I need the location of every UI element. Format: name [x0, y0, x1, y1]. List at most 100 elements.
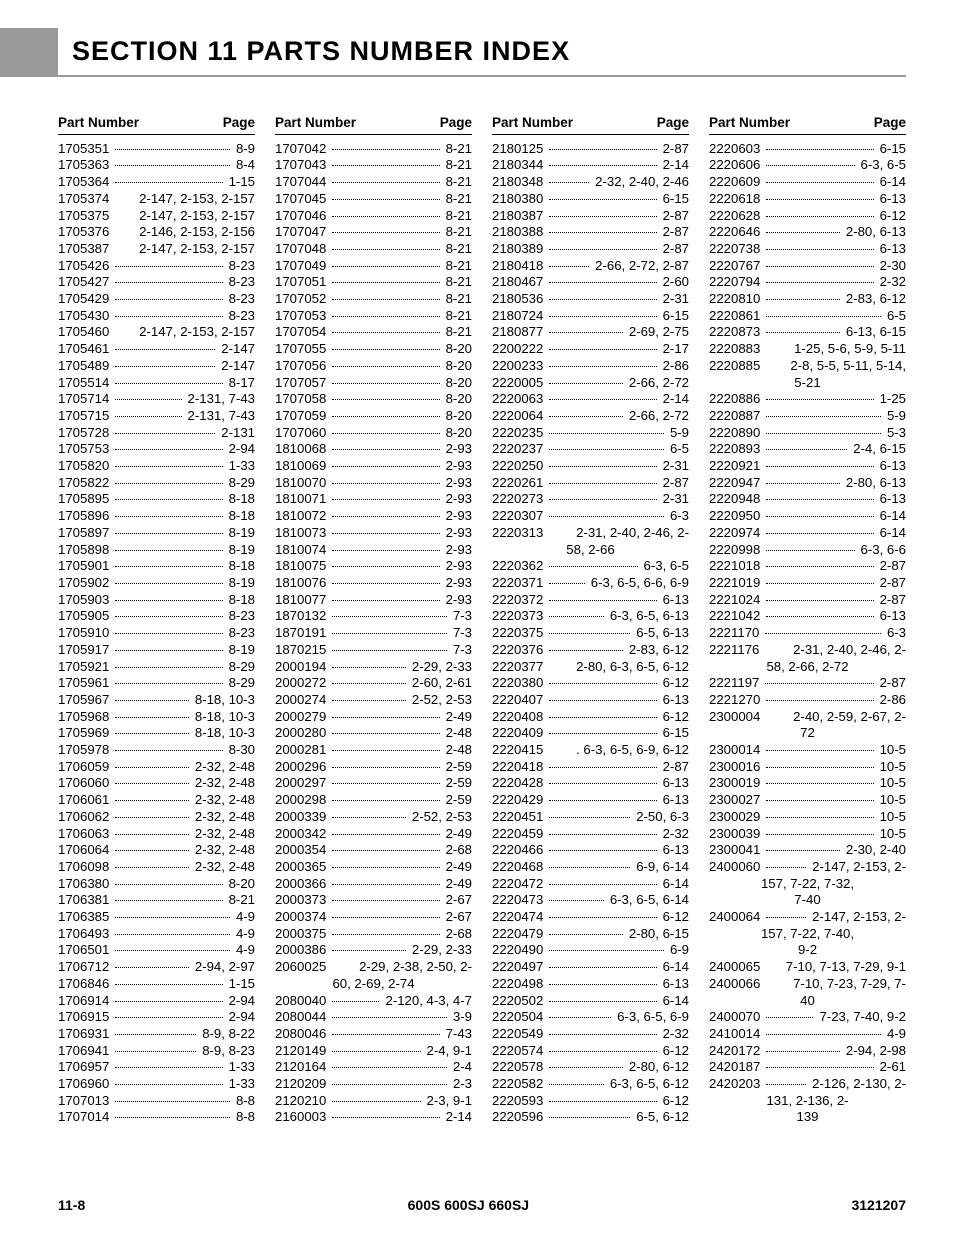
- leader-dots: [549, 299, 656, 300]
- leader-dots: [549, 149, 656, 150]
- part-number: 1707055: [275, 341, 330, 358]
- index-entry: 230001410-5: [709, 742, 906, 759]
- index-entry: 17069601-33: [58, 1076, 255, 1093]
- part-number: 2220810: [709, 291, 764, 308]
- page-ref: 2-14: [659, 391, 689, 408]
- part-number: 1705376: [58, 224, 113, 241]
- page-ref: 60, 2-69, 2-74: [332, 976, 414, 993]
- index-entry: 17057282-131: [58, 425, 255, 442]
- page-ref: 2-87: [876, 592, 906, 609]
- part-number: 1705917: [58, 642, 113, 659]
- leader-dots: [115, 516, 222, 517]
- index-entry: 17070138-8: [58, 1093, 255, 1110]
- index-entry: 22208736-13, 6-15: [709, 324, 906, 341]
- index-entry: 17070478-21: [275, 224, 472, 241]
- index-entry: 20002802-48: [275, 725, 472, 742]
- leader-dots: [332, 884, 439, 885]
- leader-dots: [766, 834, 873, 835]
- part-number: 1705822: [58, 475, 113, 492]
- index-entry: 22205492-32: [492, 1026, 689, 1043]
- leader-dots: [549, 616, 603, 617]
- part-number: 1705375: [58, 208, 113, 225]
- part-number: 1705895: [58, 491, 113, 508]
- index-entry: 20003662-49: [275, 876, 472, 893]
- index-entry: 20002972-59: [275, 775, 472, 792]
- part-number: 1707048: [275, 241, 330, 258]
- page-ref: 2-147, 2-153, 2-157: [113, 191, 255, 208]
- part-number: 1870215: [275, 642, 330, 659]
- index-entry: 20002742-52, 2-53: [275, 692, 472, 709]
- page-ref: 2-67: [442, 909, 472, 926]
- index-entry-continuation: 60, 2-69, 2-74: [275, 976, 472, 993]
- index-entry: 22204976-14: [492, 959, 689, 976]
- index-entry: 17059058-23: [58, 608, 255, 625]
- page-ref: 8-29: [225, 475, 255, 492]
- index-entry: 21808772-69, 2-75: [492, 324, 689, 341]
- part-number: 2220861: [709, 308, 764, 325]
- index-entry: 23000412-30, 2-40: [709, 842, 906, 859]
- part-number: 2000280: [275, 725, 330, 742]
- index-entry: 22212702-86: [709, 692, 906, 709]
- leader-dots: [766, 750, 873, 751]
- index-entry: 22208875-9: [709, 408, 906, 425]
- leader-dots: [332, 282, 439, 283]
- page-ref: 2-80, 6-13: [842, 224, 906, 241]
- part-number: 2180125: [492, 141, 547, 158]
- page-ref: 2-86: [876, 692, 906, 709]
- part-number: 1705714: [58, 391, 113, 408]
- part-number: 2000297: [275, 775, 330, 792]
- page-ref: 8-9, 8-22: [198, 1026, 255, 1043]
- leader-dots: [766, 1067, 873, 1068]
- leader-dots: [332, 1017, 447, 1018]
- index-entry: 17070528-21: [275, 291, 472, 308]
- page-ref: 1-33: [225, 1059, 255, 1076]
- index-entry: 22203806-12: [492, 675, 689, 692]
- leader-dots: [115, 967, 189, 968]
- part-number: 2000274: [275, 692, 330, 709]
- part-number: 1705901: [58, 558, 113, 575]
- part-number: 2060025: [275, 959, 330, 976]
- leader-dots: [332, 316, 439, 317]
- page-ref: 6-3: [666, 508, 689, 525]
- leader-dots: [549, 1084, 603, 1085]
- leader-dots: [549, 1101, 656, 1102]
- page-ref: 6-3, 6-5: [857, 157, 906, 174]
- page-ref: 8-23: [225, 625, 255, 642]
- part-number: 1706381: [58, 892, 113, 909]
- leader-dots: [115, 616, 222, 617]
- page-ref: 2-147, 2-153, 2-157: [113, 324, 255, 341]
- leader-dots: [115, 633, 222, 634]
- part-number: 2220738: [709, 241, 764, 258]
- page-ref: 8-9: [232, 141, 255, 158]
- leader-dots: [332, 533, 439, 534]
- index-entry: 22206036-15: [709, 141, 906, 158]
- index-entry: 17063808-20: [58, 876, 255, 893]
- part-number: 2220373: [492, 608, 547, 625]
- page-ref: 2-68: [442, 926, 472, 943]
- part-number: 2220596: [492, 1109, 547, 1126]
- page-ref: 8-18, 10-3: [191, 709, 255, 726]
- part-number: 2220498: [492, 976, 547, 993]
- part-number: 1810071: [275, 491, 330, 508]
- leader-dots: [115, 733, 189, 734]
- page-ref: 6-15: [659, 308, 689, 325]
- leader-dots: [549, 900, 603, 901]
- leader-dots: [332, 817, 406, 818]
- leader-dots: [766, 600, 873, 601]
- index-entry: 21803442-14: [492, 157, 689, 174]
- part-number: 1810075: [275, 558, 330, 575]
- part-number: 2221019: [709, 575, 764, 592]
- leader-dots: [549, 316, 656, 317]
- page-ref: 2-31: [659, 491, 689, 508]
- page-ref: 2-17: [659, 341, 689, 358]
- page-ref: 2-87: [659, 224, 689, 241]
- page-ref: 8-4: [232, 157, 255, 174]
- index-entry: 22203772-80, 6-3, 6-5, 6-12: [492, 659, 689, 676]
- index-entry: 21202102-3, 9-1: [275, 1093, 472, 1110]
- leader-dots: [115, 767, 189, 768]
- leader-dots: [766, 566, 873, 567]
- index-entry: 17067122-94, 2-97: [58, 959, 255, 976]
- page-ref: 10-5: [876, 759, 906, 776]
- part-number: 1706063: [58, 826, 113, 843]
- index-entry: 17060632-32, 2-48: [58, 826, 255, 843]
